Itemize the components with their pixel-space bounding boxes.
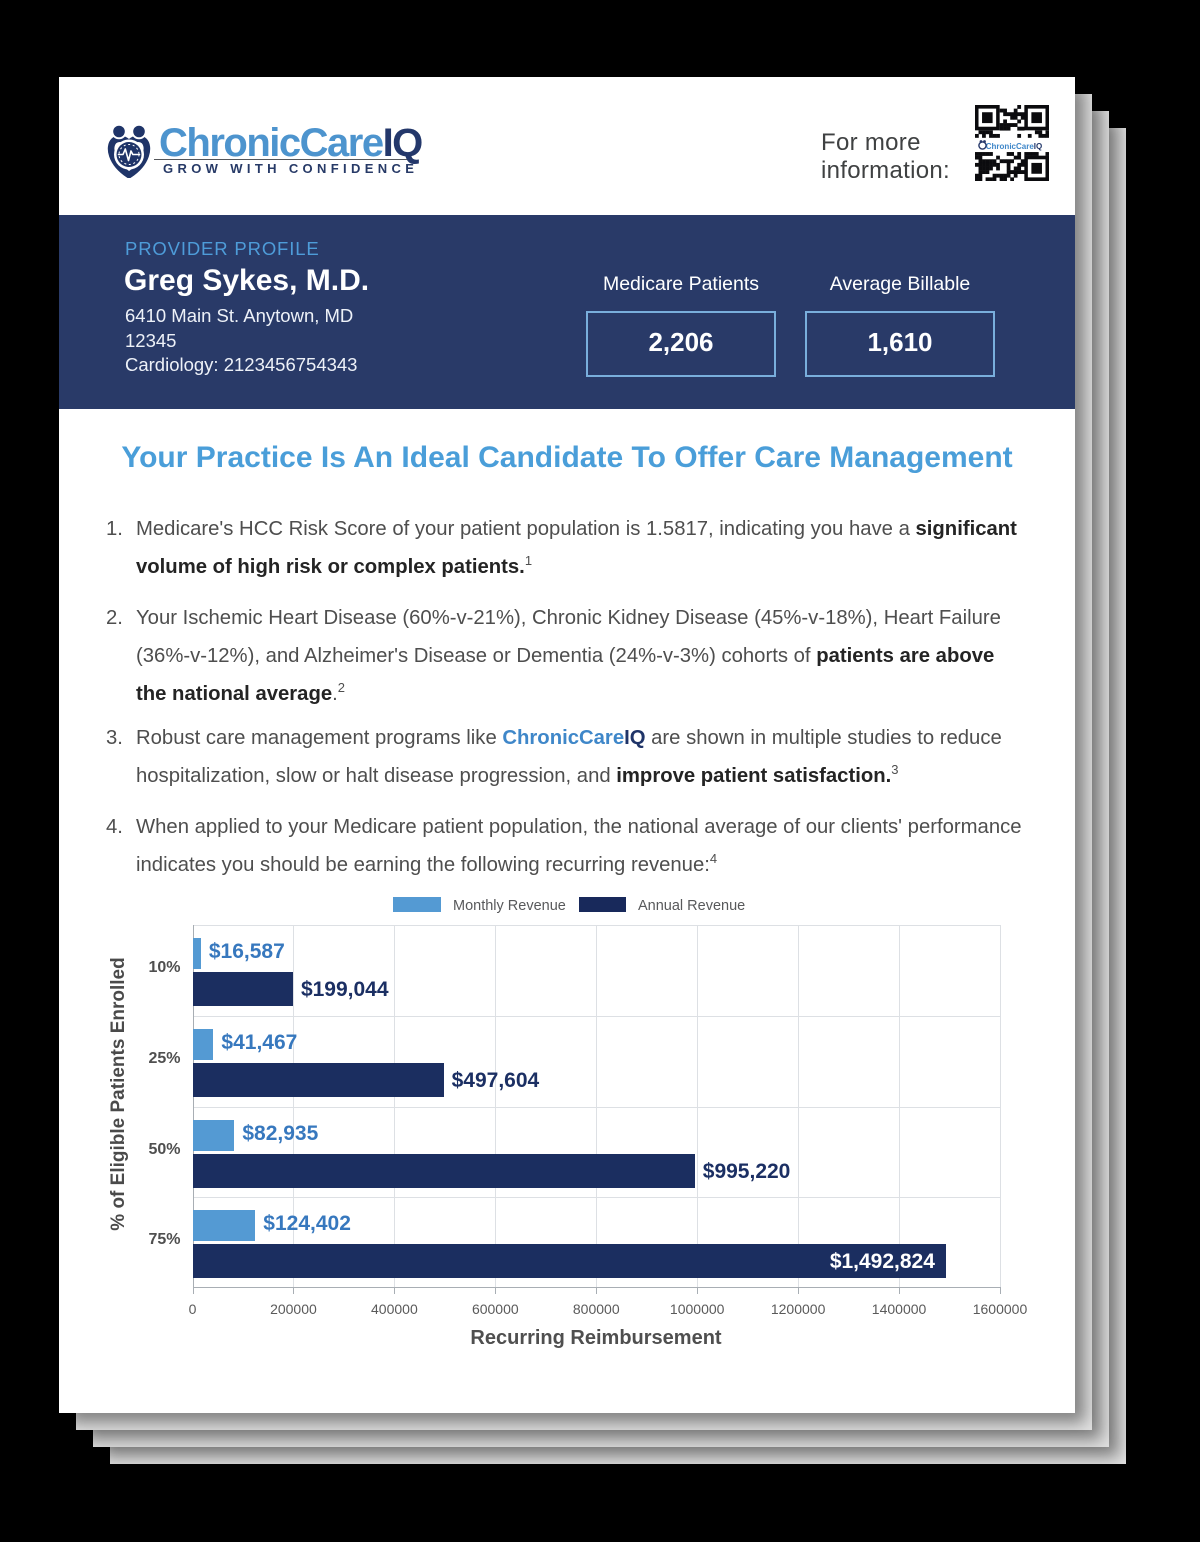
svg-text:ChronicCareIQ: ChronicCareIQ	[986, 142, 1042, 151]
